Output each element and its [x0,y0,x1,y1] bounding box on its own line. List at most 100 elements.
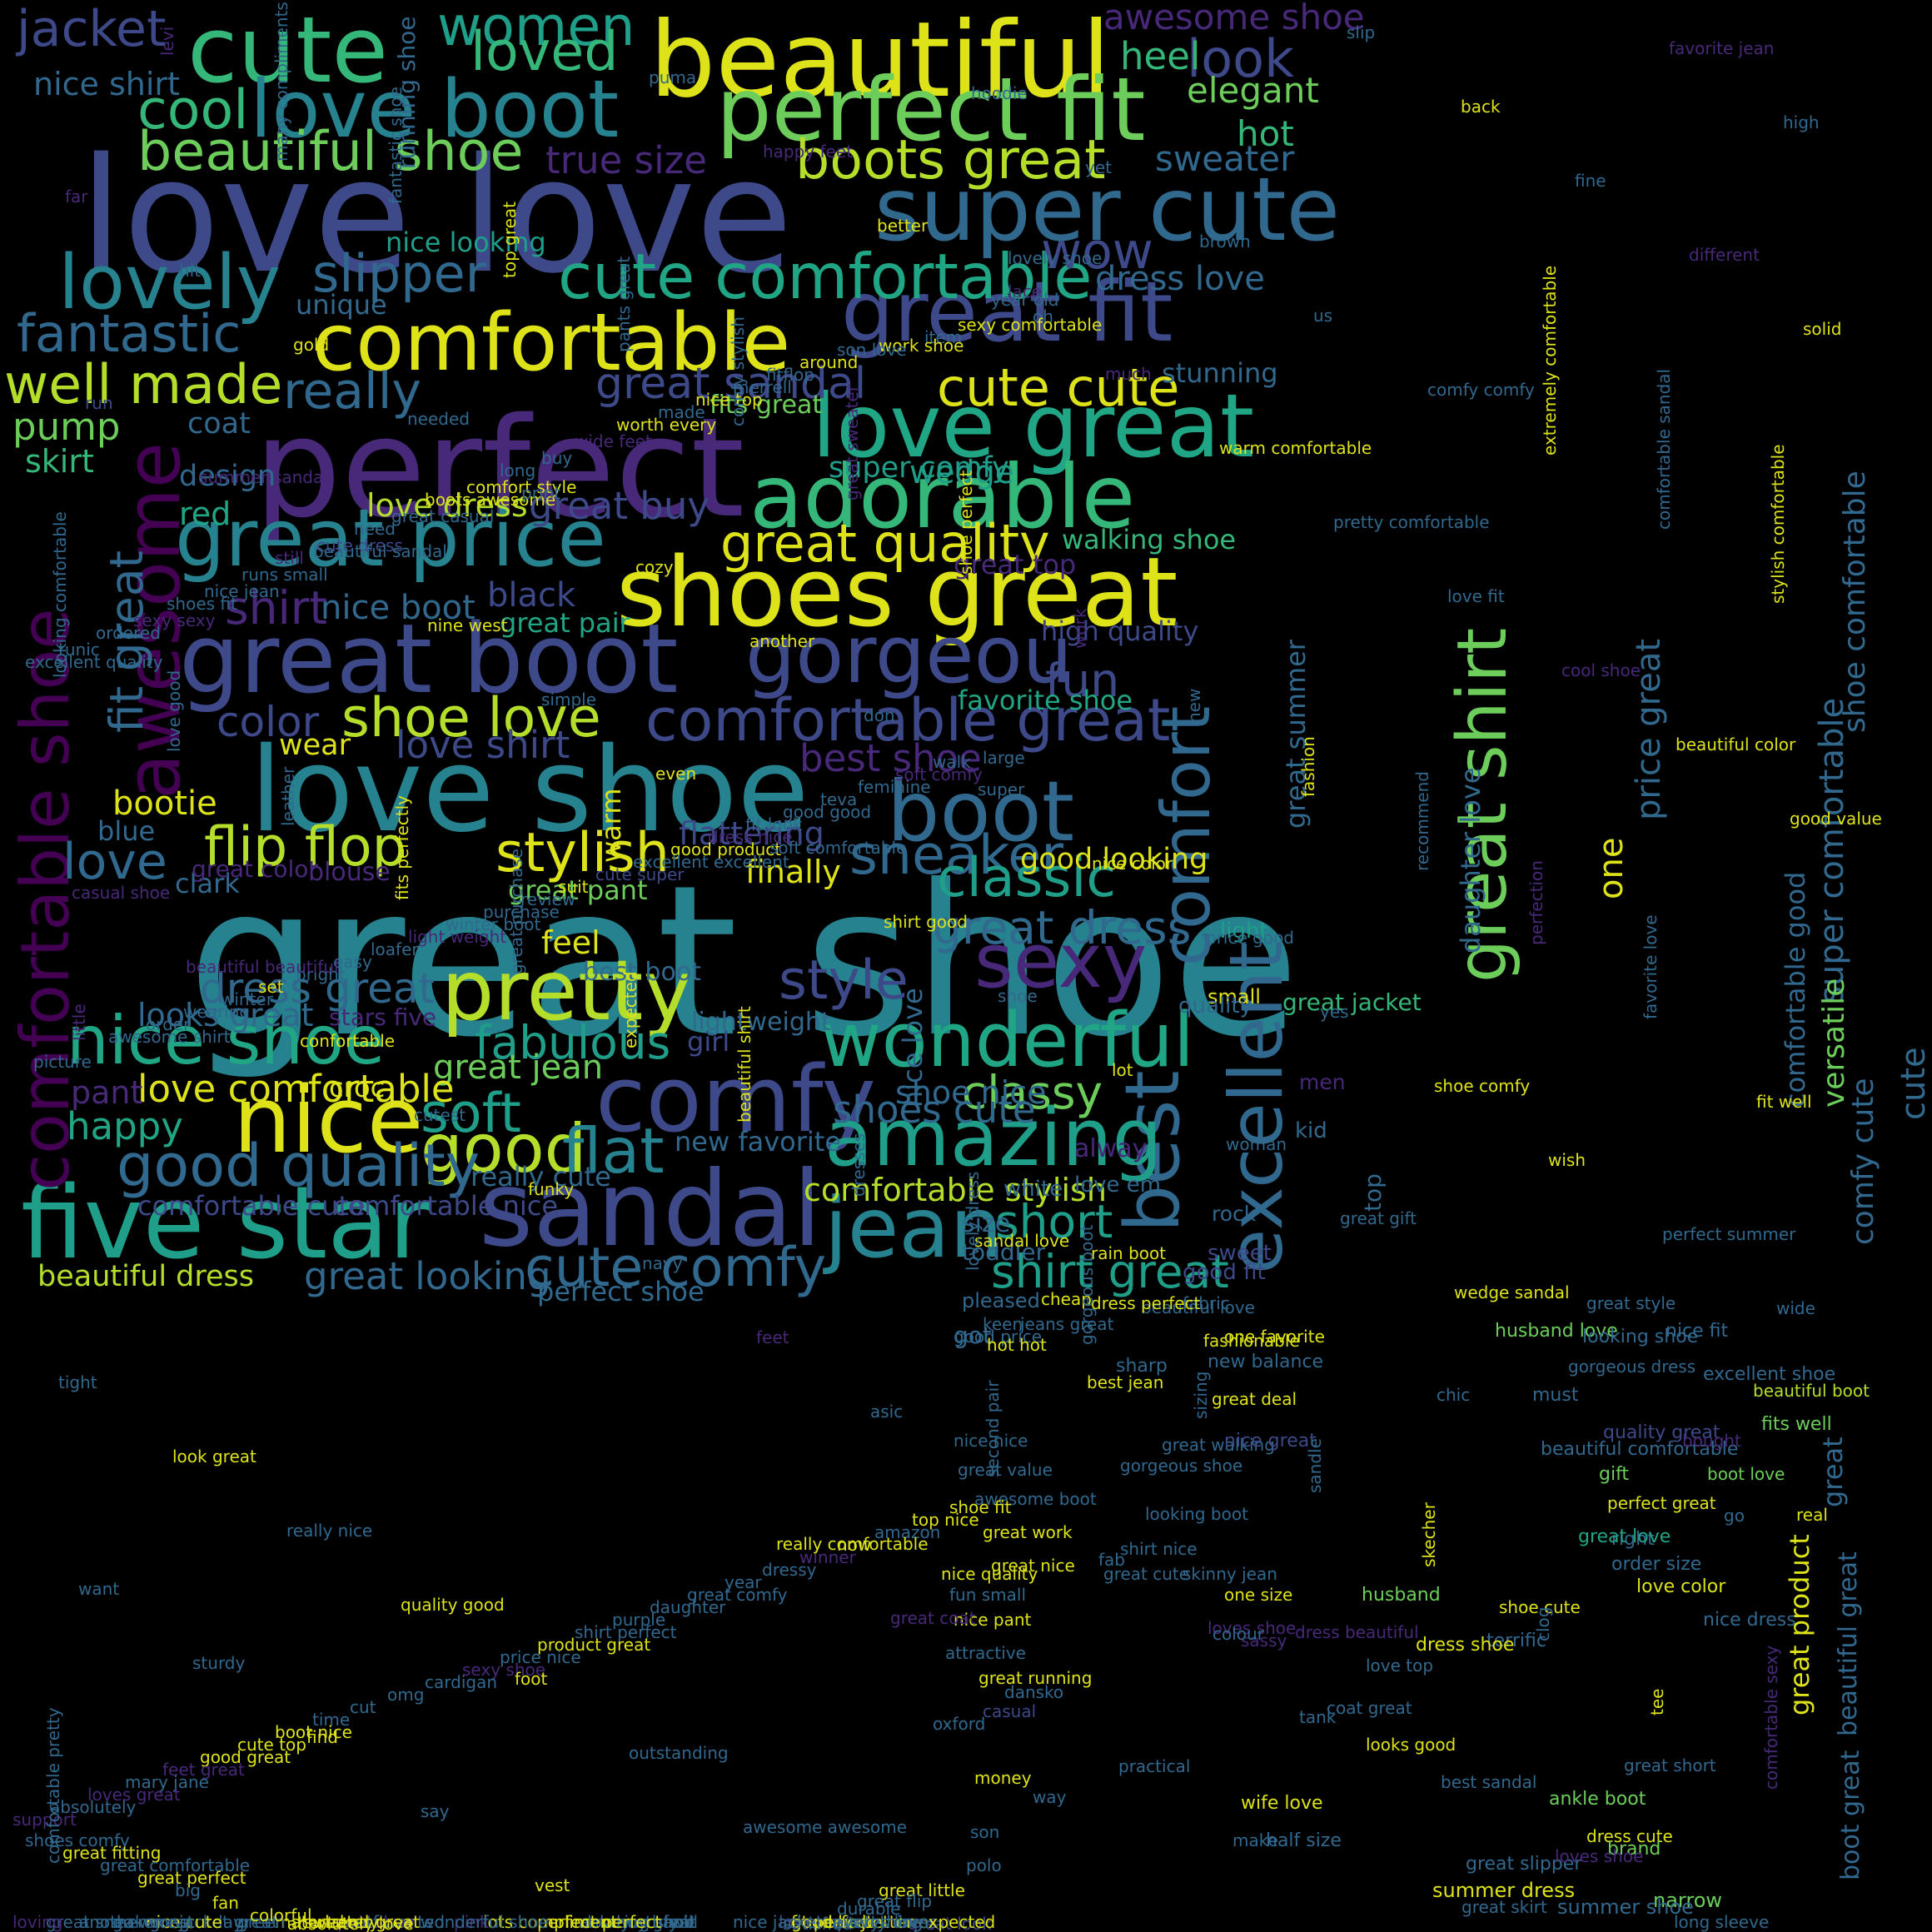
cloud-word: excellent quality [25,652,163,672]
cloud-word: white [1003,1177,1063,1202]
cloud-word: omg [387,1685,425,1705]
cloud-word: slip [1347,22,1376,42]
cloud-word: super [978,779,1025,799]
cloud-word: beautiful color [1676,734,1796,754]
cloud-word: great perfect [137,1868,246,1888]
cloud-word: jeans great [1020,1314,1114,1334]
cloud-word: keen [983,1314,1023,1334]
cloud-word: purple [612,1610,666,1630]
cloud-word: beautiful comfortable [1541,1439,1739,1460]
cloud-word: really [283,362,421,421]
cloud-word: new balance [1208,1352,1324,1372]
cloud-word: nine west [427,615,508,635]
cloud-word: need [354,519,396,539]
cloud-word: good looking [1020,843,1208,876]
cloud-word: boot [887,763,1075,860]
cloud-word: fitflop [766,365,814,385]
cloud-word: polo [966,1855,1002,1875]
cloud-word: worth every [616,415,717,435]
cloud-word: awesome shirt [108,1027,231,1047]
cloud-word: little [69,1003,89,1041]
cloud-word: best boot [583,958,701,987]
cloud-word: quality good [401,1595,505,1615]
cloud-word: dress shoe [1416,1635,1515,1656]
cloud-word: love love [79,124,794,308]
cloud-word: kid [1295,1118,1327,1143]
cloud-word: husband love [1495,1321,1618,1342]
cloud-word: cute [187,0,389,103]
cloud-word: design [179,460,276,493]
cloud-word: wow [1041,222,1153,281]
cloud-word: shirt great [991,1245,1229,1298]
cloud-word: great summer [1280,640,1312,829]
cloud-word: run [85,393,113,413]
cloud-word: great value [958,1460,1053,1480]
cloud-word: unique [296,289,387,321]
cloud-word: skirt [25,443,94,480]
cloud-word: wedge [909,454,1015,490]
cloud-word: dress perfect [1091,1293,1201,1313]
cloud-word: sandal [479,1149,822,1270]
cloud-word: shoe comfortable [1838,471,1872,733]
cloud-word: fabulous [475,1016,671,1069]
cloud-word: great [1817,1437,1849,1507]
cloud-word: cute comfy [525,1237,827,1299]
cloud-word: great cute [1103,1564,1190,1584]
cloud-word: far [65,187,88,207]
cloud-word: top nice [912,1510,979,1530]
cloud-word: terrific [1486,1631,1546,1651]
cloud-word: go wrong [112,1912,191,1932]
cloud-word: cute super [595,864,685,884]
cloud-word: wide [1776,1298,1815,1318]
cloud-word: nice shirt [33,66,180,102]
cloud-word: great short [1624,1755,1716,1775]
cloud-word: fan [212,1893,239,1913]
cloud-word: soft [421,1083,521,1145]
cloud-word: shoes cute [833,1088,1036,1132]
cloud-word: ordered [96,623,161,643]
cloud-word: brand [1607,1839,1661,1860]
cloud-word: sandle [1305,1438,1325,1493]
cloud-word: love top [1366,1656,1434,1676]
cloud-word: shoe nice [895,1074,1047,1111]
cloud-word: everything [833,1912,923,1932]
cloud-word: different [1689,245,1760,265]
cloud-word: fantastic shoe [386,87,406,204]
cloud-word: real [1796,1505,1828,1525]
cloud-word: jean [824,1179,1003,1277]
cloud-word: casual [983,1701,1037,1721]
cloud-word: sizing [1191,1371,1211,1419]
cloud-word: comfortable stylish [804,1172,1107,1208]
cloud-word: excellent shoe [1703,1364,1836,1385]
cloud-word: best jean [1087,1372,1164,1392]
cloud-word: order [146,1014,191,1034]
cloud-word: nice looking [386,227,546,258]
cloud-word: really cute [471,1161,611,1193]
cloud-word: perfect [254,388,745,548]
cloud-word: great purchase [506,848,526,974]
cloud-word: flattering [679,815,824,852]
cloud-word: great coat [890,1608,976,1628]
cloud-word: review [520,889,576,909]
cloud-word: classic [937,847,1117,909]
cloud-word: love shoe [250,723,809,859]
cloud-word: daughter love [1455,767,1486,954]
cloud-word: make [1232,1830,1278,1850]
cloud-word: levi [157,26,177,56]
cloud-word: durable [837,1899,901,1919]
cloud-word: long sleeve [1674,1912,1770,1932]
cloud-word: lovely dress [963,1171,983,1271]
cloud-word: big [175,1880,201,1900]
cloud-word: wedge sandal [1454,1282,1570,1302]
cloud-word: comfy stylish [728,316,748,426]
cloud-word: shoes great [616,537,1178,649]
cloud-word: time [312,1710,351,1730]
cloud-word: year old [991,290,1059,310]
cloud-word: nice cute [146,1912,222,1932]
cloud-word: bought [1682,1431,1741,1451]
cloud-word: great gift [1340,1208,1417,1228]
cloud-word: soft comfy [895,764,983,784]
cloud-word: casual shoe [72,883,171,903]
cloud-word: cute [1895,1047,1932,1120]
cloud-word: soft comfortable [769,838,907,858]
